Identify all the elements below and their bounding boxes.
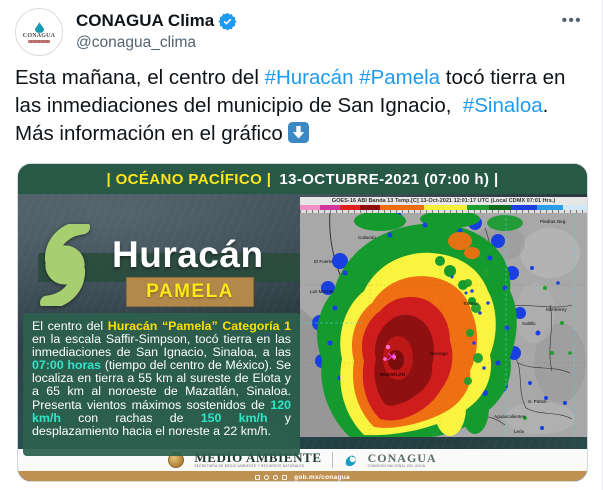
- infographic-title-bar: | OCÉANO PACÍFICO | 13-OCTUBRE-2021 (07:…: [18, 164, 587, 194]
- footer-divider: [331, 452, 333, 468]
- infographic-social-bar: gob.mx/conagua: [18, 471, 587, 481]
- text-segment: con rachas de: [60, 410, 201, 425]
- verified-badge-icon: [218, 12, 237, 31]
- scale-color-segment: [339, 205, 360, 210]
- city-label: S. Potosí: [528, 399, 547, 404]
- city-label: El Fuerte: [314, 259, 333, 264]
- ocean-label: | OCÉANO PACÍFICO |: [106, 170, 272, 188]
- city-label: Monterrey: [546, 307, 567, 312]
- scale-color-segment: [537, 205, 564, 210]
- avatar[interactable]: CONAGUA: [15, 8, 63, 56]
- text-segment: 07:00 horas: [32, 358, 102, 373]
- scale-color-segment: [489, 205, 512, 210]
- more-menu-icon[interactable]: •••: [561, 12, 582, 29]
- scale-color-segment: [511, 205, 538, 210]
- instagram-icon: [273, 474, 279, 480]
- avatar-subtitle-line: [28, 39, 50, 43]
- scale-color-segment: [319, 205, 340, 210]
- conagua-sublabel: COMISIÓN NACIONAL DEL AGUA: [367, 463, 426, 468]
- city-label: MAZATLÁN: [380, 371, 406, 377]
- text-segment: El centro del: [32, 319, 108, 333]
- satellite-caption: GOES-16 ABI Banda 13 Temp.[C] 13-Oct-202…: [300, 197, 587, 205]
- text-segment: 120 km/h: [32, 397, 291, 425]
- city-label: León: [514, 429, 525, 434]
- avatar-org-label: CONAGUA: [22, 32, 56, 39]
- conagua-label: CONAGUA: [367, 450, 437, 465]
- text-segment: 150 km/h: [200, 410, 268, 425]
- city-label: Culiacán: [358, 235, 376, 240]
- down-arrow-emoji: [288, 120, 310, 148]
- satellite-scale-ticks: [300, 210, 587, 213]
- hashtag-sinaloa[interactable]: #Sinaloa: [462, 94, 543, 117]
- water-drop-icon: [34, 21, 44, 33]
- text-segment: Esta mañana, el centro del: [15, 66, 265, 89]
- text-segment: Huracán “Pamela” Categoría 1: [107, 319, 291, 333]
- scale-color-segment: [467, 205, 490, 210]
- youtube-icon: [282, 474, 288, 480]
- tweet-text: Esta mañana, el centro del #Huracán #Pam…: [15, 64, 589, 148]
- social-url-label: gob.mx/conagua: [294, 473, 350, 481]
- text-segment: en la escala Saffir-Simpson, tocó tierra…: [32, 332, 291, 360]
- scale-color-segment: [423, 205, 468, 210]
- text-segment: y desplazamiento hacia el noreste a 22 k…: [32, 410, 291, 438]
- city-label: Saltillo: [522, 321, 536, 326]
- city-label: Torreón: [463, 301, 479, 306]
- city-label: Los Mochis: [310, 289, 334, 294]
- medio-ambiente-sublabel: SECRETARÍA DE MEDIO AMBIENTE Y RECURSOS …: [194, 464, 305, 468]
- scale-color-segment: [359, 205, 380, 210]
- storm-name-box: PAMELA: [126, 277, 254, 307]
- satellite-image: GOES-16 ABI Banda 13 Temp.[C] 13-Oct-202…: [300, 197, 587, 437]
- hashtag-pamela[interactable]: #Pamela: [359, 66, 441, 89]
- conagua-logo-icon: [345, 455, 356, 466]
- author-handle[interactable]: @conagua_clima: [76, 34, 196, 51]
- satellite-map: El Fuerte Los Mochis Culiacán Durango MAZATL…: [300, 213, 587, 437]
- tweet-image-attachment[interactable]: | OCÉANO PACÍFICO | 13-OCTUBRE-2021 (07:…: [17, 163, 588, 482]
- hurricane-symbol-icon: [39, 224, 91, 306]
- facebook-icon: [255, 474, 261, 480]
- scale-color-segment: [300, 205, 320, 210]
- text-segment: . Más información en el gráfico: [15, 94, 549, 145]
- infographic-body: Huracán PAMELA El centro del Huracán “Pa…: [18, 194, 587, 456]
- scale-color-segment: [379, 205, 424, 210]
- storm-name-label: PAMELA: [146, 281, 234, 302]
- twitter-icon: [264, 474, 270, 480]
- storm-description: El centro del Huracán “Pamela” Categoría…: [23, 313, 300, 456]
- city-label: Piedras Neg.: [540, 219, 567, 224]
- tweet-header: CONAGUA Clima @conagua_clima: [76, 11, 237, 52]
- text-segment: (tiempo del centro de México). Se locali…: [32, 358, 291, 412]
- city-label: Durango: [430, 351, 448, 356]
- hashtag-huracan[interactable]: #Huracán: [264, 66, 354, 89]
- satellite-color-scale: [300, 205, 587, 210]
- datetime-label: 13-OCTUBRE-2021 (07:00 h) |: [279, 170, 499, 188]
- author-name[interactable]: CONAGUA Clima: [76, 11, 215, 30]
- scale-color-segment: [563, 205, 587, 210]
- city-label: Aguascalientes: [494, 414, 526, 419]
- storm-type-title: Huracán: [112, 234, 264, 275]
- text-segment: tocó tierra en las inmediaciones del mun…: [15, 66, 566, 117]
